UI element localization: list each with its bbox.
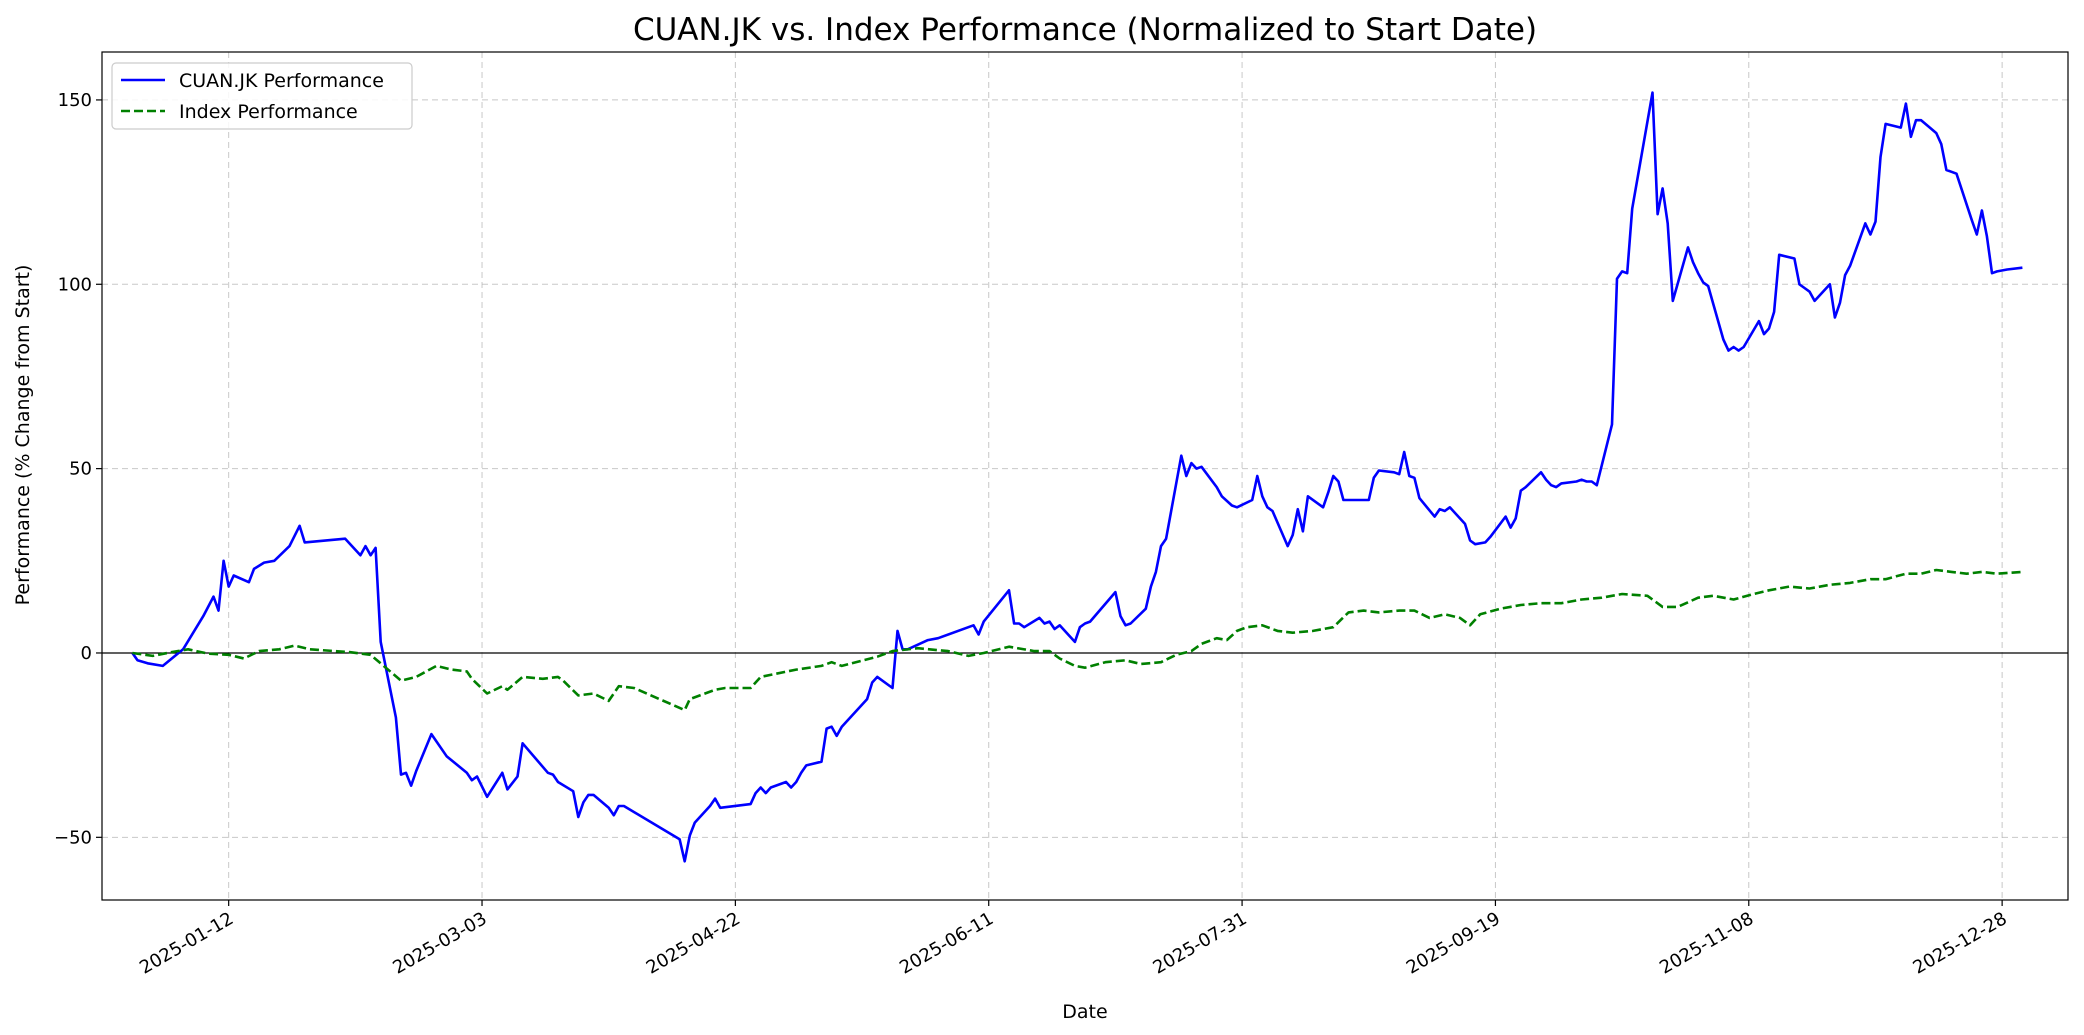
cuan-performance-line: [131, 91, 2023, 863]
index-performance-line: [132, 568, 2023, 712]
y-tick-label: 100: [58, 274, 92, 295]
y-tick-label: 0: [81, 643, 92, 664]
y-axis-label: Performance (% Change from Start): [12, 265, 34, 606]
chart-title: CUAN.JK vs. Index Performance (Normalize…: [633, 12, 1537, 48]
legend-box: [111, 62, 413, 130]
legend: CUAN.JK Performance Index Performance: [111, 62, 413, 130]
plot-frame: [101, 51, 2069, 901]
y-tick-label: 150: [58, 90, 92, 111]
legend-label-index: Index Performance: [179, 101, 358, 123]
y-tick-label: 50: [69, 459, 92, 480]
y-axis-ticks: −50 0 50 100 150: [54, 90, 102, 848]
legend-label-cuan: CUAN.JK Performance: [179, 70, 384, 92]
x-axis-label: Date: [1062, 1001, 1107, 1023]
series-lines: [131, 91, 2023, 863]
y-tick-label: −50: [54, 827, 92, 848]
